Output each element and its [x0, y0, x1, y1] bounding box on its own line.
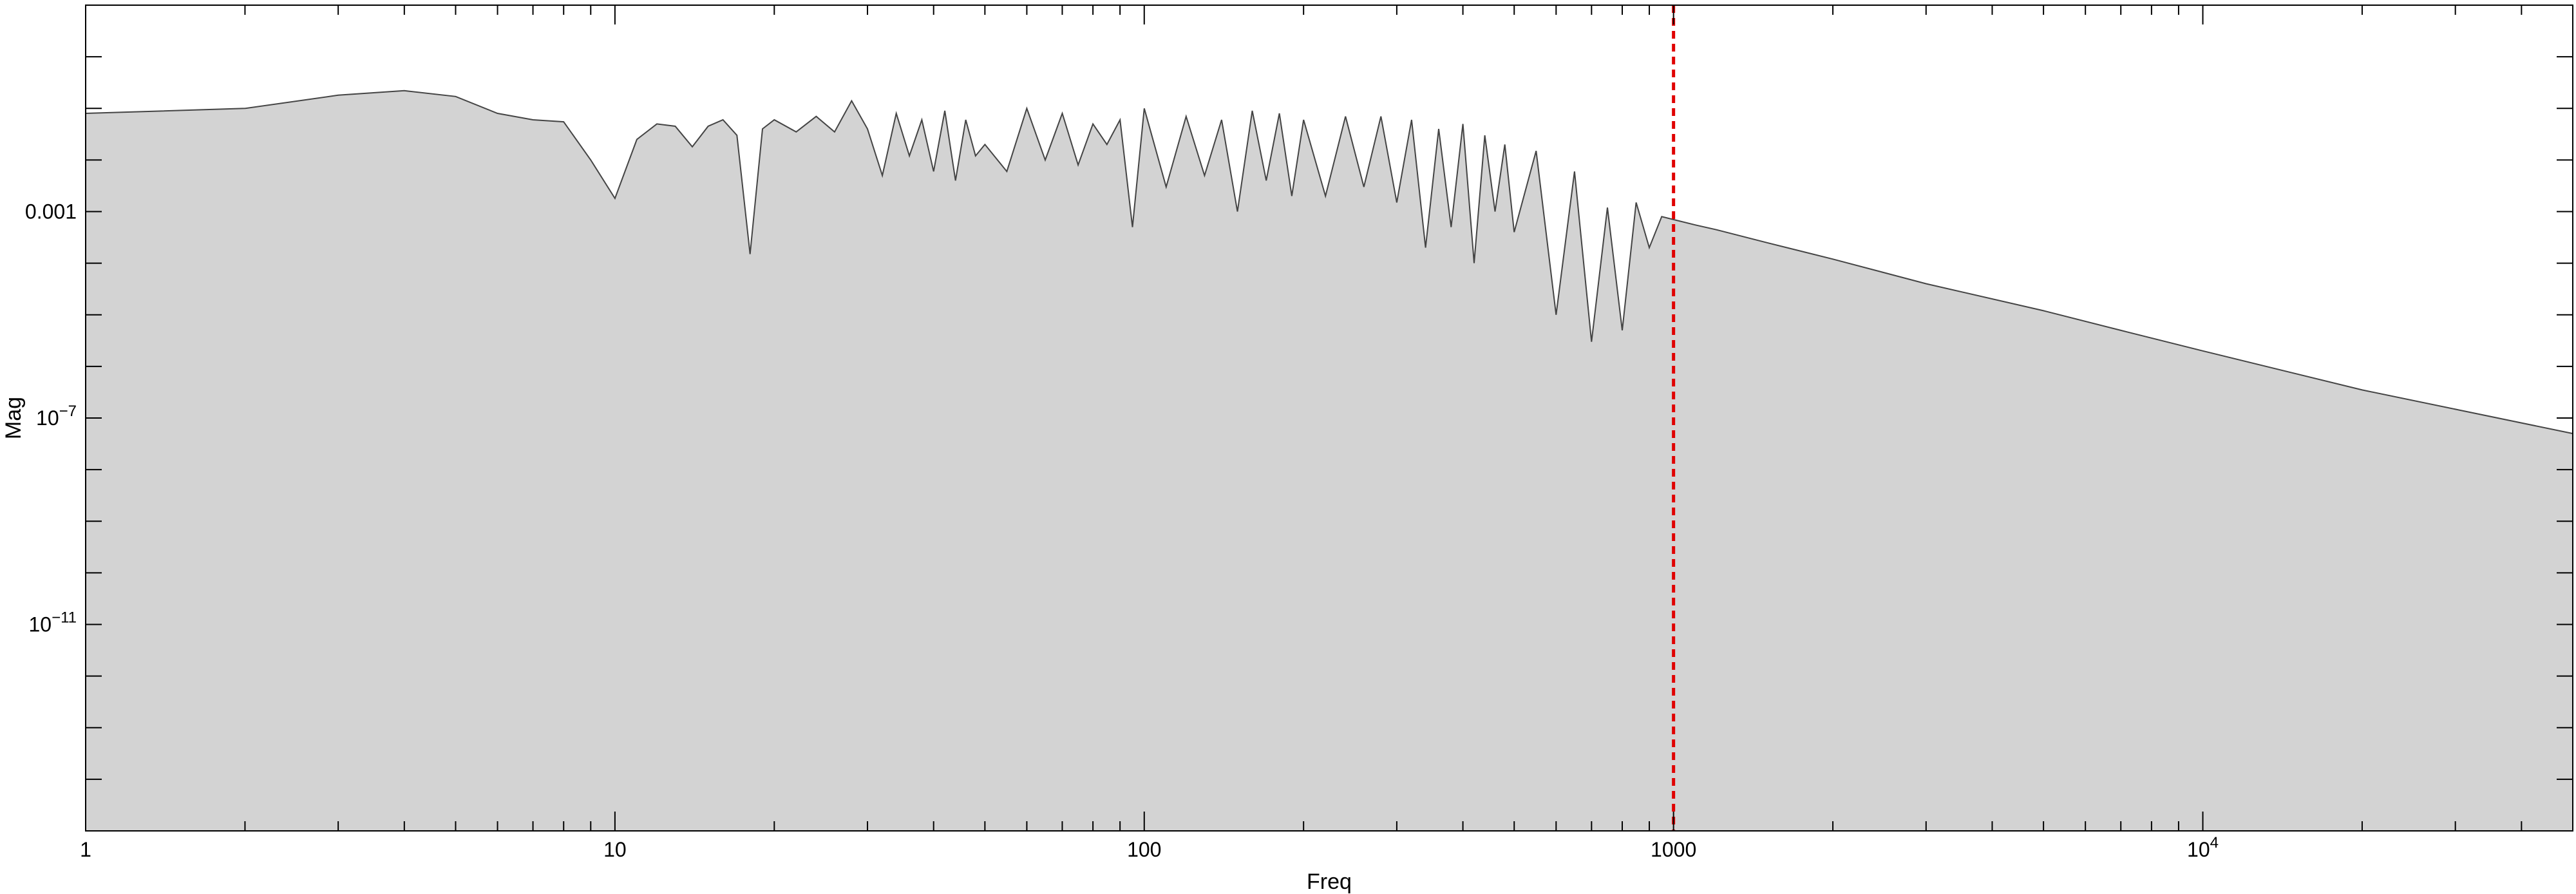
x-axis-title: Freq: [1307, 870, 1352, 894]
spectrum-line: [85, 90, 2573, 435]
y-axis-tick-labels: 0.001 10−7 10−11: [25, 200, 77, 636]
y-tick-exponent: −7: [59, 403, 77, 420]
series-line-group: [85, 90, 2573, 435]
x-axis-ticks: [85, 5, 2573, 831]
plot-fill-area: [86, 90, 2573, 831]
y-tick-label: 10−11: [28, 609, 77, 636]
y-tick-exponent: −11: [52, 609, 77, 627]
x-tick-label: 1000: [1651, 838, 1696, 861]
x-tick-label: 100: [1127, 838, 1161, 861]
y-tick-label: 10−7: [36, 403, 77, 430]
x-axis-tick-labels: 1 10 100 1000 104: [80, 834, 2219, 861]
x-tick-exponent: 4: [2210, 834, 2219, 851]
x-tick-label: 10: [603, 838, 627, 861]
y-axis-title: Mag: [1, 397, 26, 439]
x-tick-label: 104: [2187, 834, 2219, 861]
y-tick-label: 0.001: [25, 200, 77, 224]
spectrum-area: [86, 90, 2573, 831]
x-tick-label: 1: [80, 838, 91, 861]
y-axis-ticks: [86, 5, 2573, 832]
